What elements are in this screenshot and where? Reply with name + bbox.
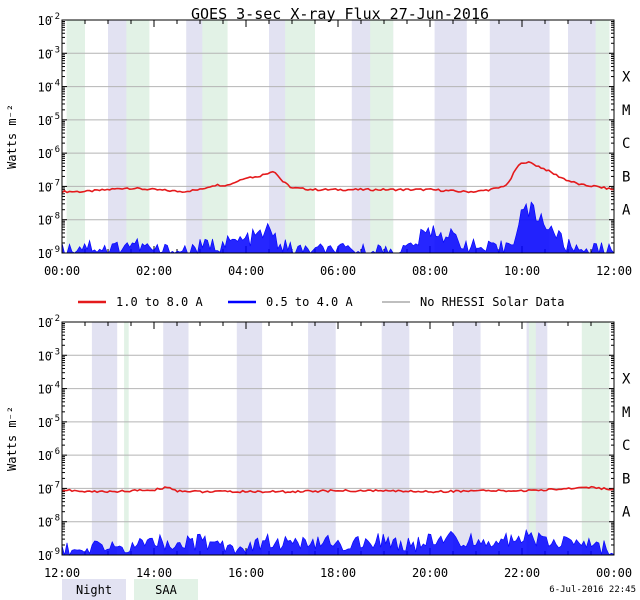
saa-band [581, 322, 610, 555]
x-tick-label: 14:00 [136, 566, 172, 580]
y-tick-exponent: -7 [49, 178, 60, 188]
night-band [91, 322, 118, 555]
saa-band [285, 20, 315, 253]
y-tick-exponent: -6 [49, 145, 60, 155]
x-tick-label: 02:00 [136, 264, 172, 278]
y-tick-label: 10 [38, 316, 52, 330]
night-band [489, 20, 550, 253]
legend-label: 1.0 to 8.0 A [116, 295, 203, 309]
flare-class-label: A [622, 203, 631, 219]
y-tick-exponent: -7 [49, 480, 60, 490]
y-tick-exponent: -8 [49, 514, 60, 524]
night-band [308, 322, 336, 555]
y-tick-label: 10 [38, 180, 52, 194]
night-band [381, 322, 410, 555]
x-tick-label: 04:00 [228, 264, 264, 278]
plot-frame [61, 321, 615, 556]
flare-class-label: B [622, 471, 630, 487]
x-tick-label: 16:00 [228, 566, 264, 580]
generated-timestamp: 6-Jul-2016 22:45 [549, 585, 636, 595]
series-line-long-channel [61, 161, 615, 194]
y-tick-label: 10 [38, 383, 52, 397]
y-tick-label: 10 [38, 416, 52, 430]
y-tick-exponent: -8 [49, 212, 60, 222]
y-tick-label: 10 [38, 214, 52, 228]
saa-band [124, 322, 129, 555]
x-tick-label: 00:00 [596, 566, 632, 580]
band-legend-label: SAA [155, 583, 177, 597]
y-tick-exponent: -5 [49, 414, 60, 424]
y-tick-exponent: -9 [49, 245, 60, 255]
night-band [434, 20, 467, 253]
y-tick-exponent: -9 [49, 547, 60, 557]
saa-band [66, 20, 85, 253]
x-tick-label: 18:00 [320, 566, 356, 580]
series-line-short-channel [61, 201, 615, 255]
y-tick-label: 10 [38, 114, 52, 128]
y-tick-label: 10 [38, 516, 52, 530]
x-tick-label: 10:00 [504, 264, 540, 278]
y-tick-label: 10 [38, 247, 52, 261]
x-tick-label: 20:00 [412, 566, 448, 580]
y-tick-label: 10 [38, 47, 52, 61]
y-axis-label: Watts m⁻² [5, 104, 19, 169]
y-axis-label: Watts m⁻² [5, 406, 19, 471]
night-saa-legend: Night SAA [62, 579, 198, 600]
y-tick-exponent: -4 [49, 381, 60, 391]
x-tick-label: 08:00 [412, 264, 448, 278]
band-legend-swatch [62, 579, 126, 600]
y-tick-label: 10 [38, 14, 52, 28]
flare-class-label: C [622, 136, 630, 152]
band-legend-swatch [134, 579, 198, 600]
flare-class-label: A [622, 505, 631, 521]
y-tick-label: 10 [38, 81, 52, 95]
legend-label: No RHESSI Solar Data [420, 295, 565, 309]
flare-class-label: X [622, 70, 631, 86]
band-legend-label: Night [76, 583, 112, 597]
y-tick-label: 10 [38, 147, 52, 161]
y-tick-label: 10 [38, 449, 52, 463]
plot-frame [61, 19, 615, 254]
saa-band [528, 322, 536, 555]
flare-class-label: C [622, 438, 630, 454]
saa-band [595, 20, 610, 253]
series-line-long-channel [61, 485, 615, 494]
y-tick-label: 10 [38, 482, 52, 496]
x-tick-label: 00:00 [44, 264, 80, 278]
y-tick-label: 10 [38, 349, 52, 363]
flare-class-label: M [622, 103, 630, 119]
flare-class-label: M [622, 405, 630, 421]
legend: 1.0 to 8.0 A 0.5 to 4.0 A No RHESSI Solar … [78, 295, 565, 309]
y-tick-exponent: -6 [49, 447, 60, 457]
y-tick-label: 10 [38, 549, 52, 563]
top-panel: 10-910-810-710-610-510-410-310-2ABCMX00:… [5, 12, 632, 278]
x-tick-label: 06:00 [320, 264, 356, 278]
flare-class-label: X [622, 372, 631, 388]
night-band [163, 322, 189, 555]
x-tick-label: 12:00 [44, 566, 80, 580]
y-tick-exponent: -2 [49, 12, 60, 22]
flare-class-label: B [622, 169, 630, 185]
night-band [453, 322, 481, 555]
y-tick-exponent: -3 [49, 347, 60, 357]
y-tick-exponent: -5 [49, 112, 60, 122]
legend-label: 0.5 to 4.0 A [266, 295, 353, 309]
series-line-short-channel [61, 529, 615, 556]
y-tick-exponent: -4 [49, 79, 60, 89]
saa-band [202, 20, 228, 253]
y-tick-exponent: -3 [49, 45, 60, 55]
night-band [236, 322, 263, 555]
x-tick-label: 12:00 [596, 264, 632, 278]
y-tick-exponent: -2 [49, 314, 60, 324]
saa-band [126, 20, 150, 253]
bottom-panel: 10-910-810-710-610-510-410-310-2ABCMX12:… [5, 314, 632, 580]
saa-band [370, 20, 394, 253]
x-tick-label: 22:00 [504, 566, 540, 580]
chart-title: GOES 3-sec X-ray Flux 27-Jun-2016 [191, 5, 489, 23]
